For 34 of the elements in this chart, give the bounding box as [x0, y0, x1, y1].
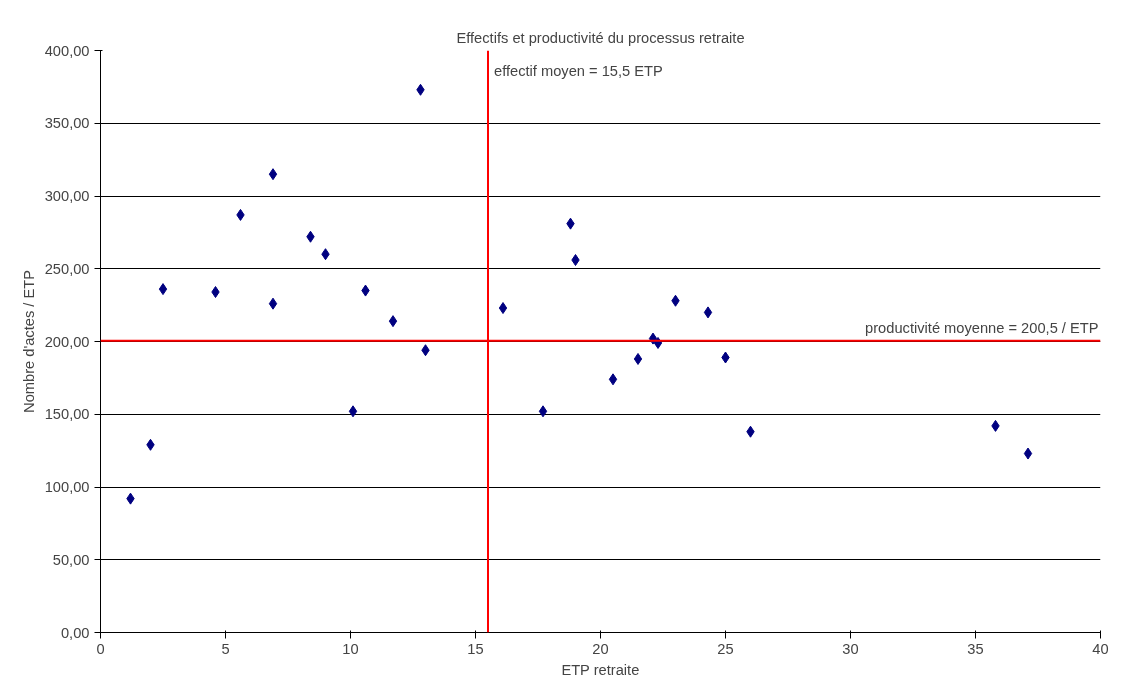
y-tick-label: 250,00 [44, 260, 90, 277]
ref-line-label: productivité moyenne = 200,5 / ETP [865, 319, 1099, 336]
y-axis-title: Nombre d'actes / ETP [20, 270, 37, 413]
x-tick-label: 0 [96, 640, 105, 657]
y-tick-label: 100,00 [44, 479, 90, 495]
point [633, 352, 643, 365]
y-tick-label: 50,00 [52, 551, 90, 568]
y-tick-label: 300,00 [44, 188, 90, 204]
point [538, 405, 548, 418]
x-tick-label: 35 [967, 640, 984, 657]
x-tick-label: 10 [342, 640, 359, 657]
x-tick-label: 5 [221, 640, 230, 657]
point [1023, 447, 1033, 460]
x-tick-label: 15 [467, 640, 484, 657]
point [498, 302, 508, 315]
y-tick-label: 150,00 [44, 406, 90, 423]
point [608, 373, 618, 386]
x-tick-label: 20 [592, 640, 609, 657]
x-tick-label: 25 [717, 640, 734, 657]
y-tick-label: 350,00 [44, 115, 90, 132]
y-tick-label: 400,00 [44, 42, 90, 59]
point [388, 315, 398, 328]
ref-line-label: effectif moyen = 15,5 ETP [494, 62, 663, 79]
point [268, 168, 278, 181]
y-tick-label: 200,00 [44, 333, 90, 350]
point [348, 405, 358, 418]
point [158, 283, 168, 296]
chart-title: Effectifs et productivité du processus retraite [456, 29, 745, 46]
y-tick-label: 0,00 [60, 624, 90, 641]
x-tick-label: 30 [842, 640, 859, 657]
x-tick-label: 40 [1092, 640, 1109, 657]
point [703, 306, 713, 319]
x-axis-title: ETP retraite [561, 661, 640, 678]
point [268, 297, 278, 310]
